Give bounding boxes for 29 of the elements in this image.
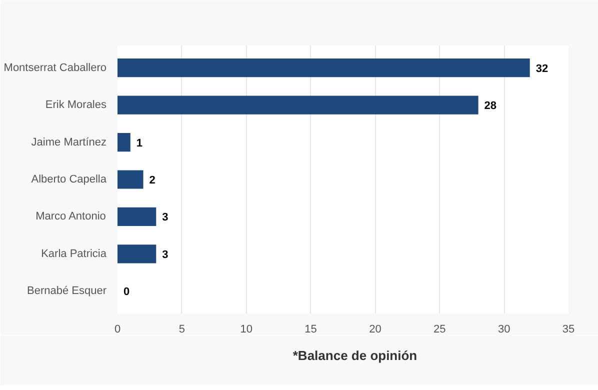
bar <box>118 58 530 78</box>
data-label: 0 <box>124 286 130 298</box>
y-tick-label: Erik Morales <box>45 99 107 112</box>
y-tick-label: Karla Patricia <box>41 248 108 260</box>
data-label: 3 <box>162 212 168 224</box>
text: *Balance de opinión <box>292 348 418 362</box>
x-tick-label: 30 <box>498 324 510 336</box>
data-label: 3 <box>162 248 168 261</box>
data-label: 2 <box>149 174 156 186</box>
data-label: 1 <box>136 137 143 150</box>
y-tick-label: Alberto Capella <box>31 174 108 186</box>
x-tick-label: 0 <box>114 324 121 336</box>
x-tick-label: 10 <box>240 324 252 336</box>
x-tick-label: 35 <box>562 324 575 336</box>
y-tick-label: Jaime Martínez <box>31 136 107 148</box>
y-tick-label: Marco Antonio <box>36 210 106 223</box>
bar <box>118 96 478 114</box>
x-tick-label: 5 <box>178 324 185 336</box>
bar <box>118 244 156 264</box>
data-label: 32 <box>536 62 548 75</box>
data-label: 28 <box>484 100 497 112</box>
bar <box>118 170 144 189</box>
x-tick-label: 20 <box>369 324 382 336</box>
y-tick-label: Bernabé Esquer <box>27 285 107 298</box>
bar <box>118 132 130 152</box>
x-tick-label: 15 <box>304 324 317 336</box>
x-tick-label: 25 <box>434 324 446 336</box>
bar <box>118 207 156 226</box>
y-tick-label: Montserrat Caballero <box>4 62 107 74</box>
